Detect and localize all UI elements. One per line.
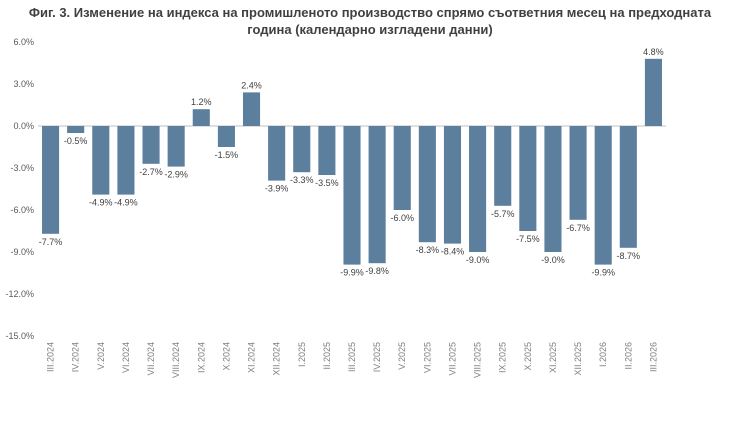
data-label: -3.5% <box>315 178 339 188</box>
data-label: -0.5% <box>64 136 88 146</box>
bar <box>569 126 587 220</box>
x-tick-label: VI.2025 <box>422 342 432 373</box>
bar <box>293 126 311 173</box>
x-tick-label: I.2026 <box>598 342 608 367</box>
bar <box>142 126 160 164</box>
y-tick-label: 6.0% <box>13 37 34 47</box>
bar <box>594 126 612 265</box>
bar <box>192 109 210 126</box>
bar <box>343 126 361 265</box>
bar <box>117 126 135 195</box>
x-tick-label: XII.2025 <box>573 342 583 376</box>
x-tick-label: X.2024 <box>221 342 231 371</box>
bar <box>242 92 261 126</box>
x-tick-label: XI.2024 <box>247 342 257 373</box>
x-tick-label: XII.2024 <box>272 342 282 376</box>
bar <box>368 126 386 264</box>
bar <box>318 126 336 175</box>
bar <box>268 126 286 181</box>
y-tick-label: -15.0% <box>5 331 34 341</box>
bar <box>217 126 235 147</box>
x-tick-label: X.2025 <box>523 342 533 371</box>
x-tick-label: VII.2024 <box>146 342 156 376</box>
y-tick-label: -6.0% <box>10 205 34 215</box>
bar <box>67 126 85 133</box>
bar <box>469 126 487 252</box>
x-tick-label: VI.2024 <box>121 342 131 373</box>
x-tick-label: VII.2025 <box>447 342 457 376</box>
data-label: -6.0% <box>390 213 414 223</box>
x-tick-label: I.2025 <box>297 342 307 367</box>
bar <box>644 58 662 126</box>
bar <box>167 126 185 167</box>
data-label: 4.8% <box>643 47 664 57</box>
bar <box>443 126 462 244</box>
data-label: -2.9% <box>164 170 188 180</box>
chart-title-line2: година (календарно изгладени данни) <box>247 22 493 37</box>
x-tick-label: IV.2024 <box>71 342 81 372</box>
y-tick-label: 0.0% <box>13 121 34 131</box>
x-tick-label: III.2025 <box>347 342 357 372</box>
x-tick-label: VIII.2025 <box>473 342 483 378</box>
y-tick-label: -3.0% <box>10 163 34 173</box>
x-tick-label: III.2024 <box>46 342 56 372</box>
data-label: -6.7% <box>566 223 590 233</box>
data-label: 2.4% <box>241 80 262 90</box>
chart-title: Фиг. 3. Изменение на индекса на промишле… <box>0 4 740 38</box>
data-label: -5.7% <box>491 209 515 219</box>
y-tick-label: -12.0% <box>5 289 34 299</box>
x-tick-label: VIII.2024 <box>171 342 181 378</box>
x-tick-label: XI.2025 <box>548 342 558 373</box>
bar <box>519 126 537 231</box>
x-tick-label: IV.2025 <box>372 342 382 372</box>
bar <box>42 126 60 234</box>
chart-title-line1: Фиг. 3. Изменение на индекса на промишле… <box>28 5 712 20</box>
x-tick-label: II.2026 <box>623 342 633 370</box>
x-tick-label: II.2025 <box>322 342 332 370</box>
data-label: -8.4% <box>441 247 465 257</box>
data-label: -3.9% <box>265 184 289 194</box>
x-tick-label: V.2024 <box>96 342 106 370</box>
data-label: -2.7% <box>139 167 163 177</box>
bar <box>494 126 512 206</box>
data-label: -9.9% <box>591 268 615 278</box>
data-label: 1.2% <box>191 97 212 107</box>
x-tick-label: III.2026 <box>648 342 658 372</box>
data-label: -4.9% <box>89 198 113 208</box>
bar <box>418 126 436 243</box>
bar <box>619 126 637 248</box>
y-tick-label: -9.0% <box>10 247 34 257</box>
data-label: -8.3% <box>416 245 440 255</box>
bar <box>393 126 411 210</box>
data-label: -7.7% <box>39 237 63 247</box>
data-label: -3.3% <box>290 175 314 185</box>
x-tick-label: IX.2024 <box>196 342 206 373</box>
data-label: -9.9% <box>340 268 364 278</box>
data-label: -1.5% <box>215 150 239 160</box>
data-label: -9.0% <box>466 255 490 265</box>
bar <box>544 126 562 252</box>
x-tick-label: IX.2025 <box>498 342 508 373</box>
data-label: -9.0% <box>541 255 565 265</box>
x-tick-label: V.2025 <box>397 342 407 370</box>
data-label: -9.8% <box>365 266 389 276</box>
y-tick-label: 3.0% <box>13 79 34 89</box>
bar <box>92 126 110 195</box>
data-label: -7.5% <box>516 234 540 244</box>
data-label: -8.7% <box>617 251 641 261</box>
data-label: -4.9% <box>114 198 138 208</box>
